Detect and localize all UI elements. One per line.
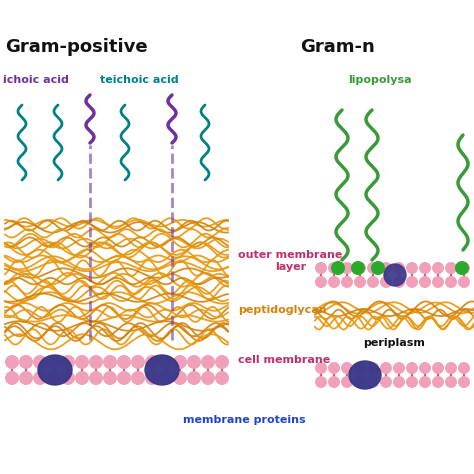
Circle shape	[215, 371, 229, 385]
Circle shape	[354, 276, 366, 288]
Circle shape	[315, 362, 327, 374]
Circle shape	[341, 276, 353, 288]
Circle shape	[445, 362, 457, 374]
Circle shape	[380, 262, 392, 274]
Circle shape	[89, 371, 103, 385]
Circle shape	[75, 355, 89, 369]
Circle shape	[187, 355, 201, 369]
Circle shape	[380, 362, 392, 374]
Circle shape	[455, 261, 469, 275]
Circle shape	[445, 276, 457, 288]
Text: peptidoglycan: peptidoglycan	[238, 305, 327, 315]
Circle shape	[315, 262, 327, 274]
Circle shape	[458, 376, 470, 388]
Circle shape	[5, 371, 19, 385]
Text: outer membrane
layer: outer membrane layer	[238, 250, 342, 272]
Circle shape	[328, 362, 340, 374]
Circle shape	[145, 355, 159, 369]
Circle shape	[47, 371, 61, 385]
Circle shape	[393, 276, 405, 288]
Circle shape	[201, 355, 215, 369]
Circle shape	[367, 376, 379, 388]
Circle shape	[380, 276, 392, 288]
Circle shape	[5, 355, 19, 369]
Circle shape	[458, 362, 470, 374]
Ellipse shape	[38, 355, 72, 385]
Circle shape	[354, 262, 366, 274]
Circle shape	[351, 261, 365, 275]
Circle shape	[419, 362, 431, 374]
Circle shape	[393, 262, 405, 274]
Circle shape	[432, 276, 444, 288]
Circle shape	[61, 355, 75, 369]
Circle shape	[367, 362, 379, 374]
Circle shape	[89, 355, 103, 369]
Ellipse shape	[145, 355, 179, 385]
Text: membrane proteins: membrane proteins	[183, 415, 306, 425]
Circle shape	[419, 376, 431, 388]
Circle shape	[315, 276, 327, 288]
Circle shape	[354, 376, 366, 388]
Circle shape	[341, 376, 353, 388]
Circle shape	[380, 376, 392, 388]
Circle shape	[458, 262, 470, 274]
Circle shape	[187, 371, 201, 385]
Circle shape	[19, 371, 33, 385]
Circle shape	[328, 376, 340, 388]
Circle shape	[159, 371, 173, 385]
Text: ichoic acid: ichoic acid	[3, 75, 69, 85]
Circle shape	[215, 355, 229, 369]
Circle shape	[47, 355, 61, 369]
Text: cell membrane: cell membrane	[238, 355, 330, 365]
Circle shape	[159, 355, 173, 369]
Circle shape	[406, 262, 418, 274]
Circle shape	[145, 371, 159, 385]
Circle shape	[367, 276, 379, 288]
Circle shape	[331, 261, 345, 275]
Circle shape	[341, 262, 353, 274]
Circle shape	[131, 371, 145, 385]
Ellipse shape	[349, 361, 381, 389]
Text: Gram-positive: Gram-positive	[5, 38, 147, 56]
Circle shape	[103, 371, 117, 385]
Circle shape	[458, 276, 470, 288]
Circle shape	[328, 276, 340, 288]
Circle shape	[406, 376, 418, 388]
Circle shape	[75, 371, 89, 385]
Text: teichoic acid: teichoic acid	[100, 75, 179, 85]
Circle shape	[61, 371, 75, 385]
Text: lipopolysa: lipopolysa	[348, 75, 411, 85]
Circle shape	[341, 362, 353, 374]
Circle shape	[432, 376, 444, 388]
Circle shape	[406, 276, 418, 288]
Circle shape	[328, 262, 340, 274]
Circle shape	[371, 261, 385, 275]
Circle shape	[354, 362, 366, 374]
Circle shape	[201, 371, 215, 385]
Circle shape	[131, 355, 145, 369]
Circle shape	[117, 371, 131, 385]
Circle shape	[406, 362, 418, 374]
Circle shape	[173, 355, 187, 369]
Text: Gram-n: Gram-n	[300, 38, 375, 56]
Circle shape	[173, 371, 187, 385]
Ellipse shape	[384, 264, 406, 286]
Circle shape	[419, 262, 431, 274]
Circle shape	[117, 355, 131, 369]
Circle shape	[33, 371, 47, 385]
Circle shape	[367, 262, 379, 274]
Circle shape	[432, 262, 444, 274]
Circle shape	[103, 355, 117, 369]
Circle shape	[33, 355, 47, 369]
Circle shape	[315, 376, 327, 388]
Circle shape	[393, 362, 405, 374]
Circle shape	[445, 376, 457, 388]
Circle shape	[393, 376, 405, 388]
Circle shape	[419, 276, 431, 288]
Circle shape	[445, 262, 457, 274]
Circle shape	[19, 355, 33, 369]
Text: periplasm: periplasm	[363, 338, 425, 348]
Circle shape	[432, 362, 444, 374]
